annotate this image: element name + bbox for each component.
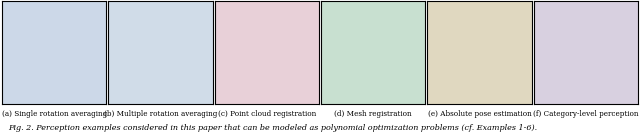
Text: Fig. 2. Perception examples considered in this paper that can be modeled as poly: Fig. 2. Perception examples considered i… — [8, 124, 538, 132]
Text: (c) Point cloud registration: (c) Point cloud registration — [218, 110, 316, 118]
Text: (a) Single rotation averaging: (a) Single rotation averaging — [1, 110, 107, 118]
Text: (f) Category-level perception: (f) Category-level perception — [533, 110, 639, 118]
Text: (d) Mesh registration: (d) Mesh registration — [334, 110, 412, 118]
Text: (e) Absolute pose estimation: (e) Absolute pose estimation — [428, 110, 531, 118]
Text: (b) Multiple rotation averaging: (b) Multiple rotation averaging — [104, 110, 217, 118]
